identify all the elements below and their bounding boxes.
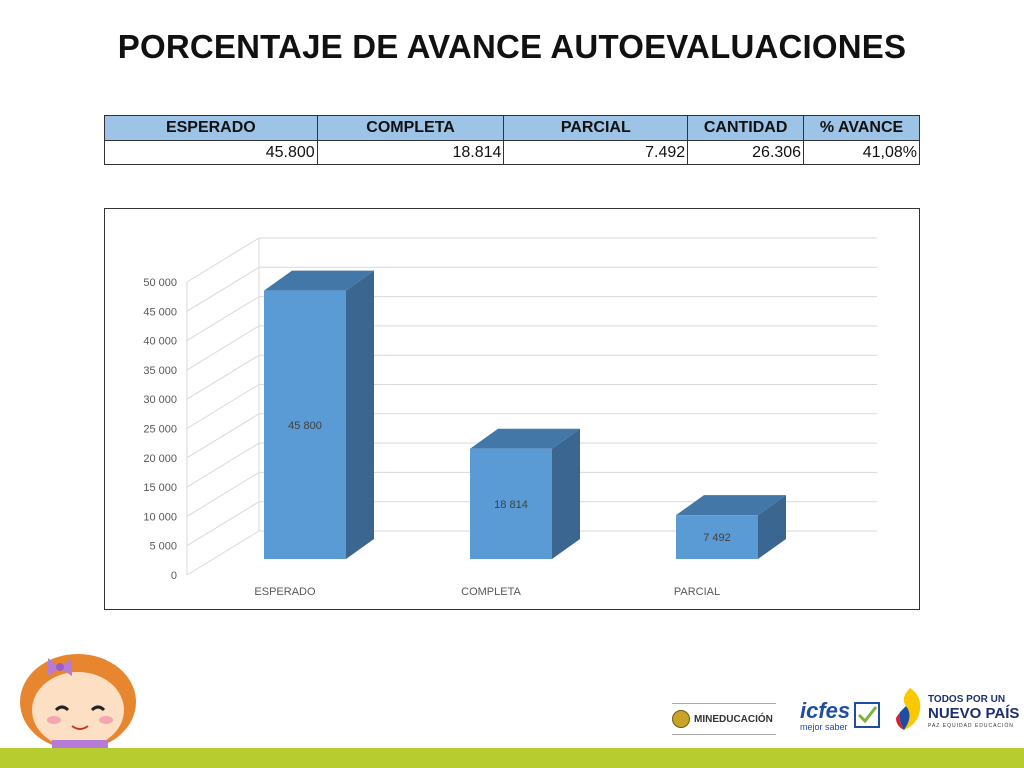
gridline-side <box>186 354 260 400</box>
y-tick-label: 20 000 <box>143 453 177 465</box>
bar <box>470 448 552 559</box>
y-tick-label: 25 000 <box>143 424 177 436</box>
gridline-side <box>186 501 260 547</box>
icfes-logo-text: icfes <box>800 698 851 723</box>
bar-top <box>470 428 580 449</box>
bar-side <box>346 270 374 559</box>
y-tick-label: 5 000 <box>149 541 177 553</box>
gridline-side <box>186 471 260 517</box>
table-cell: 45.800 <box>104 140 318 165</box>
table-cell: 7.492 <box>503 140 689 165</box>
table-header-cell: % AVANCE <box>803 115 920 141</box>
bar-top <box>676 495 786 516</box>
summary-table: ESPERADO COMPLETA PARCIAL CANTIDAD % AVA… <box>104 115 920 165</box>
bar-side <box>552 428 580 559</box>
bar <box>676 515 758 559</box>
gridline-side <box>186 413 260 459</box>
slide-title: PORCENTAJE DE AVANCE AUTOEVALUACIONES <box>117 28 907 65</box>
data-label: 7 492 <box>703 532 731 544</box>
gridline-side <box>186 442 260 488</box>
y-tick-label: 15 000 <box>143 482 177 494</box>
chart-frame: 0 5 000 10 000 15 000 20 000 25 000 30 000 35 0… <box>104 208 920 610</box>
check-icon <box>854 702 880 728</box>
logo-line-1: TODOS POR UN <box>928 694 1006 705</box>
icfes-logo: icfes mejor saber <box>800 700 880 736</box>
seal-icon <box>672 710 690 728</box>
y-tick-label: 45 000 <box>143 306 177 318</box>
y-tick-label: 35 000 <box>143 365 177 377</box>
gridline-side <box>186 296 260 342</box>
girl-illustration-icon <box>20 654 136 752</box>
flag-icon <box>896 688 921 730</box>
y-tick-label: 50 000 <box>143 277 177 289</box>
table-cell: 26.306 <box>687 140 805 165</box>
gridline-side <box>186 325 260 371</box>
data-label: 45 800 <box>288 420 322 432</box>
y-tick-label: 30 000 <box>143 394 177 406</box>
table-header-cell: COMPLETA <box>316 115 505 141</box>
todos-por-un-nuevo-pais-logo: TODOS POR UN NUEVO PAÍS PAZ EQUIDAD EDUC… <box>896 686 1020 736</box>
bar-side <box>758 495 786 559</box>
bar <box>264 290 346 559</box>
data-label: 18 814 <box>494 499 528 511</box>
x-tick-label: PARCIAL <box>674 586 720 598</box>
logo-line-3: PAZ EQUIDAD EDUCACIÓN <box>928 723 1014 729</box>
table-row: 45.800 18.814 7.492 26.306 41,08% <box>104 140 920 165</box>
table-header-cell: CANTIDAD <box>687 115 805 141</box>
x-tick-label: ESPERADO <box>254 586 316 598</box>
table-header-row: ESPERADO COMPLETA PARCIAL CANTIDAD % AVA… <box>104 115 920 141</box>
bottom-accent-strip <box>0 748 1024 768</box>
bar-top <box>264 270 374 291</box>
bar-chart: 0 5 000 10 000 15 000 20 000 25 000 30 000 35 0… <box>143 237 877 598</box>
icfes-tagline: mejor saber <box>800 722 848 732</box>
y-tick-label: 0 <box>171 570 177 582</box>
gridline-side <box>186 237 260 283</box>
table-header-cell: PARCIAL <box>503 115 689 141</box>
table-cell: 41,08% <box>803 140 920 165</box>
gridline-side <box>186 530 260 576</box>
table-header-cell: ESPERADO <box>104 115 318 141</box>
gridline-side <box>186 384 260 429</box>
gridline-side <box>186 266 260 312</box>
logo-line-2: NUEVO PAÍS <box>928 705 1020 722</box>
x-tick-label: COMPLETA <box>461 586 521 598</box>
table-cell: 18.814 <box>316 140 505 165</box>
y-tick-label: 10 000 <box>143 511 177 523</box>
y-tick-label: 40 000 <box>143 336 177 348</box>
mineducacion-logo-text: MINEDUCACIÓN <box>694 713 773 725</box>
mineducacion-logo: MINEDUCACIÓN <box>672 703 776 735</box>
